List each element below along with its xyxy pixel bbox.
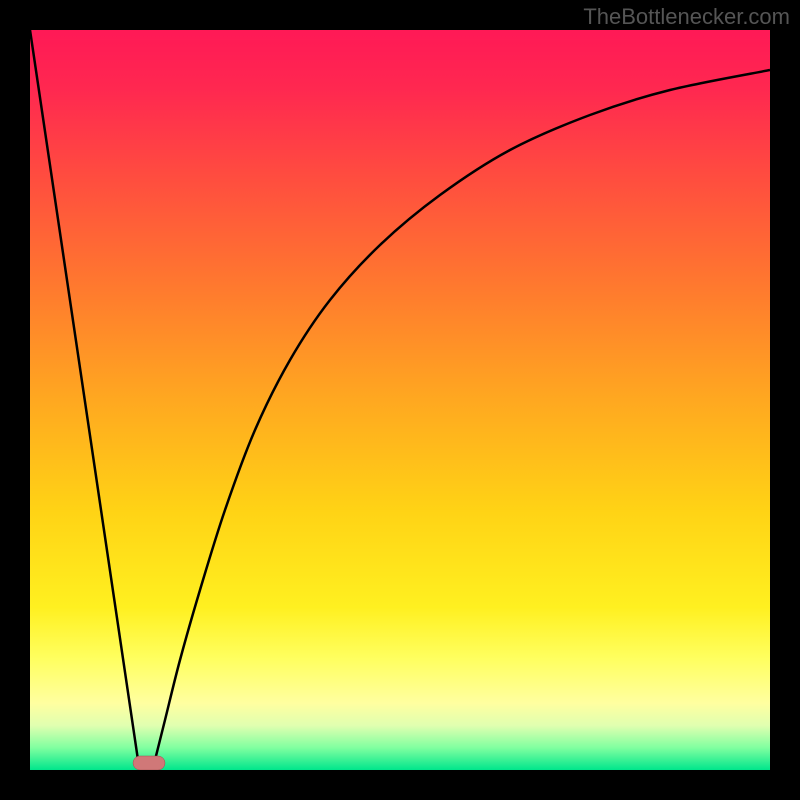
curves-layer [30, 30, 770, 770]
watermark-text: TheBottlenecker.com [583, 4, 790, 30]
plot-area [30, 30, 770, 770]
